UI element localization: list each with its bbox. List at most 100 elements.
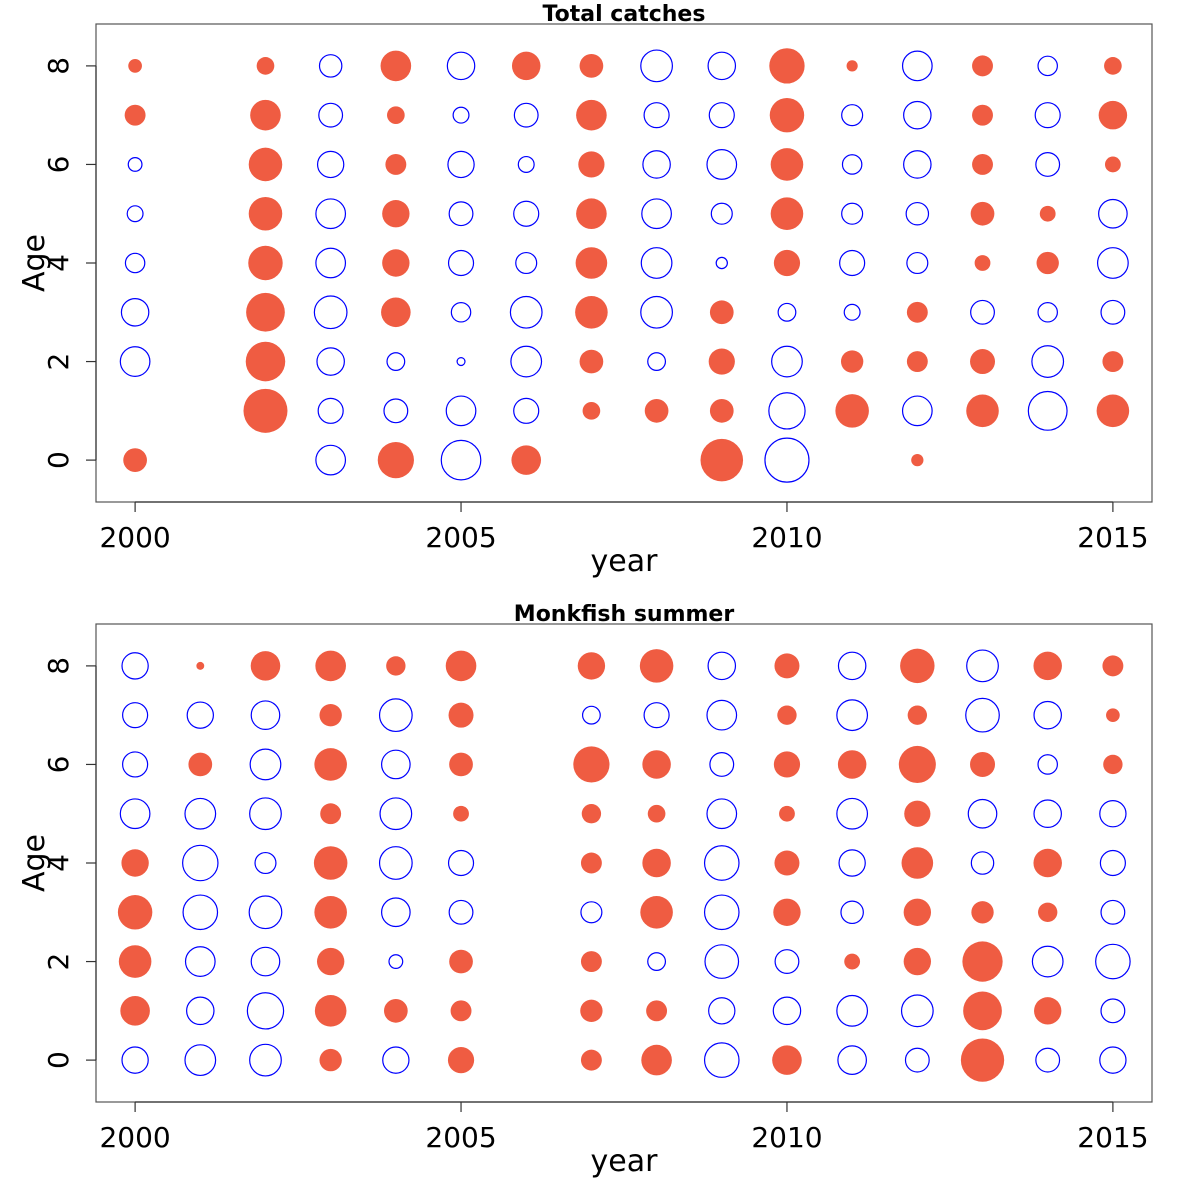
bubble-age3-2012	[903, 898, 932, 926]
bubble-age4-2013	[970, 851, 995, 875]
bubble-age6-2015	[1103, 754, 1123, 775]
y-tick-label: 2	[42, 953, 75, 971]
bubble-age8-2004	[380, 50, 412, 82]
bubble-age7-2010	[769, 97, 805, 133]
bubble-age8-2012	[901, 50, 933, 82]
bubble-age7-2002	[250, 99, 281, 131]
bubble-age1-2005	[445, 395, 477, 427]
bubble-age4-2007	[575, 247, 608, 279]
bubble-age1-2007	[580, 999, 603, 1023]
bubble-age3-2010	[777, 302, 797, 322]
bubble-age0-2010	[772, 1045, 802, 1075]
bubble-age6-2009	[709, 751, 735, 777]
bubble-age1-2009	[708, 997, 736, 1025]
bubble-age2-2000	[119, 346, 151, 377]
bubble-age0-2007	[580, 1049, 602, 1071]
bubble-age7-2013	[965, 697, 1000, 733]
x-tick-label: 2010	[751, 1121, 822, 1154]
bubble-age6-2003	[316, 150, 345, 179]
bubble-age4-2002	[248, 245, 283, 281]
bubble-age8-2009	[707, 651, 737, 681]
bubble-age1-2010	[768, 392, 806, 430]
bubble-age2-2008	[647, 352, 667, 371]
bubble-age6-2000	[122, 751, 149, 778]
bubble-age1-2012	[900, 994, 934, 1028]
bubble-age4-2001	[182, 844, 219, 882]
bubble-age4-2010	[773, 249, 801, 277]
bubble-age0-2000	[123, 448, 147, 472]
bubble-age3-2012	[906, 301, 928, 323]
bubble-age8-2010	[769, 48, 805, 84]
bubble-age0-2012	[904, 1047, 930, 1073]
bubble-age7-2011	[841, 104, 864, 127]
bubble-age8-2005	[445, 650, 477, 682]
bubble-age4-2004	[382, 249, 410, 277]
x-tick-label: 2015	[1077, 1121, 1148, 1154]
bubble-age1-2004	[383, 398, 409, 424]
bubble-age5-2003	[320, 803, 342, 825]
bubble-age0-2003	[315, 444, 347, 476]
x-axis: 2000 2005 2010 2015	[99, 1101, 1149, 1154]
bubble-age7-2015	[1106, 708, 1120, 723]
bubble-age2-2007	[579, 349, 604, 374]
bubble-age6-2014	[1037, 754, 1058, 775]
bubble-age5-2012	[905, 201, 930, 226]
bubble-age2-2014	[1031, 945, 1064, 978]
bubble-age4-2012	[906, 251, 929, 275]
bubble-age3-2000	[120, 297, 150, 327]
bubble-age3-2003	[313, 295, 348, 330]
bubble-age4-2000	[124, 252, 146, 274]
bubble-age8-2002	[256, 57, 275, 75]
bubble-age8-2015	[1104, 57, 1122, 75]
bubble-age6-2012	[898, 745, 936, 783]
bubble-age5-2009	[710, 202, 733, 225]
bubble-age1-2006	[513, 397, 540, 424]
bubble-age3-2015	[1100, 899, 1126, 925]
bubble-age0-2015	[1099, 1046, 1127, 1074]
bubble-age7-2013	[972, 104, 993, 126]
bubble-age4-2008	[642, 848, 671, 878]
bubble-age1-2011	[836, 994, 869, 1027]
bubble-age3-2004	[381, 897, 411, 928]
bubble-age0-2005	[447, 1047, 475, 1074]
bubble-age7-2008	[643, 102, 670, 129]
bubble-age2-2008	[647, 952, 667, 971]
bubble-age3-2015	[1100, 299, 1126, 325]
bubble-age7-2014	[1033, 700, 1062, 730]
bubble-age1-2013	[963, 991, 1002, 1031]
bubble-age5-2012	[904, 800, 931, 827]
y-tick-label: 6	[42, 156, 75, 174]
y-tick-label: 0	[42, 451, 75, 469]
bubble-age5-2008	[641, 198, 672, 230]
bubble-age8-2010	[774, 653, 800, 679]
bubble-age7-2008	[643, 702, 670, 729]
bubble-age6-2007	[578, 151, 605, 178]
y-tick-label: 4	[42, 254, 75, 272]
bubble-age0-2003	[319, 1048, 342, 1072]
bubble-age3-2011	[840, 900, 864, 925]
bubble-age2-2013	[962, 941, 1003, 982]
bubble-age8-2008	[639, 649, 674, 683]
bubble-age2-2011	[844, 953, 861, 970]
bubble-age4-2005	[447, 249, 475, 277]
bubble-age3-2006	[509, 295, 543, 329]
bubble-age1-2004	[383, 998, 408, 1023]
bubble-age3-2001	[182, 894, 219, 931]
bubble-age8-2011	[837, 651, 867, 681]
bubble-age0-2008	[641, 1044, 672, 1076]
bubble-age1-2014	[1027, 390, 1068, 431]
bubble-age7-2000	[122, 702, 149, 729]
bubble-age8-2014	[1037, 55, 1058, 77]
bubble-age4-2011	[838, 849, 866, 877]
bubble-age7-2003	[318, 102, 344, 128]
bubble-age4-2012	[901, 847, 934, 879]
bubble-age2-2002	[250, 946, 281, 977]
bubble-age8-2000	[128, 59, 142, 73]
bubble-age6-2003	[314, 748, 347, 781]
bubble-age7-2004	[378, 698, 413, 733]
bubble-age0-2012	[911, 453, 924, 467]
bubble-age8-2012	[900, 648, 935, 684]
bubble-age5-2011	[841, 202, 864, 225]
bubble-age8-2005	[446, 51, 476, 81]
